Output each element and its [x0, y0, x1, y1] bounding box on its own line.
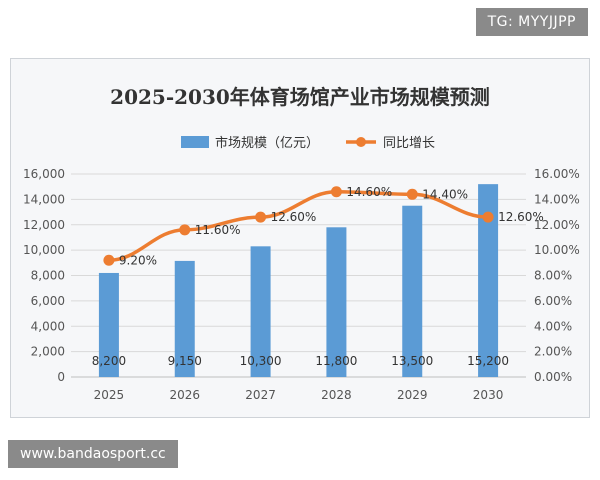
growth-point-2028	[330, 186, 342, 198]
bar-2025	[98, 272, 119, 377]
y-left-tick-label: 8,000	[31, 269, 65, 283]
x-tick-label: 2027	[245, 388, 276, 402]
growth-value-label: 14.40%	[422, 187, 468, 201]
chart-title: 2025-2030年体育场馆产业市场规模预测	[110, 85, 490, 109]
y-right-tick-label: 6.00%	[534, 294, 572, 308]
growth-point-2030	[482, 211, 494, 223]
url-badge: www.bandaosport.cc	[8, 440, 178, 468]
y-right-tick-label: 16.00%	[534, 167, 580, 181]
growth-point-2027	[255, 211, 267, 223]
bar-value-label: 10,300	[240, 354, 282, 368]
growth-point-2025	[103, 254, 115, 266]
growth-point-2026	[179, 224, 191, 236]
telegram-badge: TG: MYYJJPP	[475, 8, 588, 36]
bar-2026	[174, 260, 195, 377]
y-right-tick-label: 0.00%	[534, 370, 572, 384]
growth-value-label: 14.60%	[346, 185, 392, 199]
y-right-tick-label: 12.00%	[534, 218, 580, 232]
growth-point-2029	[406, 188, 418, 200]
bar-value-label: 11,800	[315, 354, 357, 368]
bar-2028	[326, 227, 347, 377]
growth-line	[108, 190, 489, 263]
bar-value-label: 15,200	[467, 354, 509, 368]
bar-2027	[250, 246, 271, 377]
bar-2029	[402, 205, 423, 377]
bar-value-label: 13,500	[391, 354, 433, 368]
legend-line-marker	[356, 137, 366, 147]
x-tick-label: 2025	[94, 388, 125, 402]
y-right-tick-label: 8.00%	[534, 269, 572, 283]
growth-value-label: 12.60%	[498, 210, 544, 224]
chart-card: 2025-2030年体育场馆产业市场规模预测 0 0.00% 2,000 2.00% 4…	[10, 58, 590, 418]
x-tick-label: 2026	[169, 388, 200, 402]
y-right-tick-label: 2.00%	[534, 345, 572, 359]
x-tick-label: 2030	[473, 388, 504, 402]
legend-line-label: 同比增长	[383, 136, 435, 151]
y-right-tick-label: 4.00%	[534, 319, 572, 333]
bar-value-label: 9,150	[168, 354, 202, 368]
y-left-tick-label: 14,000	[23, 192, 65, 206]
bar-2030	[478, 184, 499, 377]
y-right-tick-label: 10.00%	[534, 243, 580, 257]
y-left-tick-label: 16,000	[23, 167, 65, 181]
growth-value-label: 12.60%	[271, 210, 317, 224]
x-tick-label: 2029	[397, 388, 428, 402]
combo-chart: 0 0.00% 2,000 2.00% 4,000 4.00% 6,000 6.00% 8,00…	[23, 135, 580, 402]
legend-bar-swatch	[181, 136, 209, 148]
x-tick-label: 2028	[321, 388, 352, 402]
y-right-tick-label: 14.00%	[534, 192, 580, 206]
growth-value-label: 11.60%	[195, 223, 241, 237]
growth-value-label: 9.20%	[119, 253, 157, 267]
y-left-tick-label: 10,000	[23, 243, 65, 257]
y-left-tick-label: 12,000	[23, 218, 65, 232]
bar-value-label: 8,200	[92, 354, 126, 368]
legend-bar-label: 市场规模（亿元）	[215, 135, 319, 151]
y-left-tick-label: 6,000	[31, 294, 65, 308]
y-left-tick-label: 2,000	[31, 345, 65, 359]
y-left-tick-label: 0	[57, 370, 65, 384]
y-left-tick-label: 4,000	[31, 319, 65, 333]
